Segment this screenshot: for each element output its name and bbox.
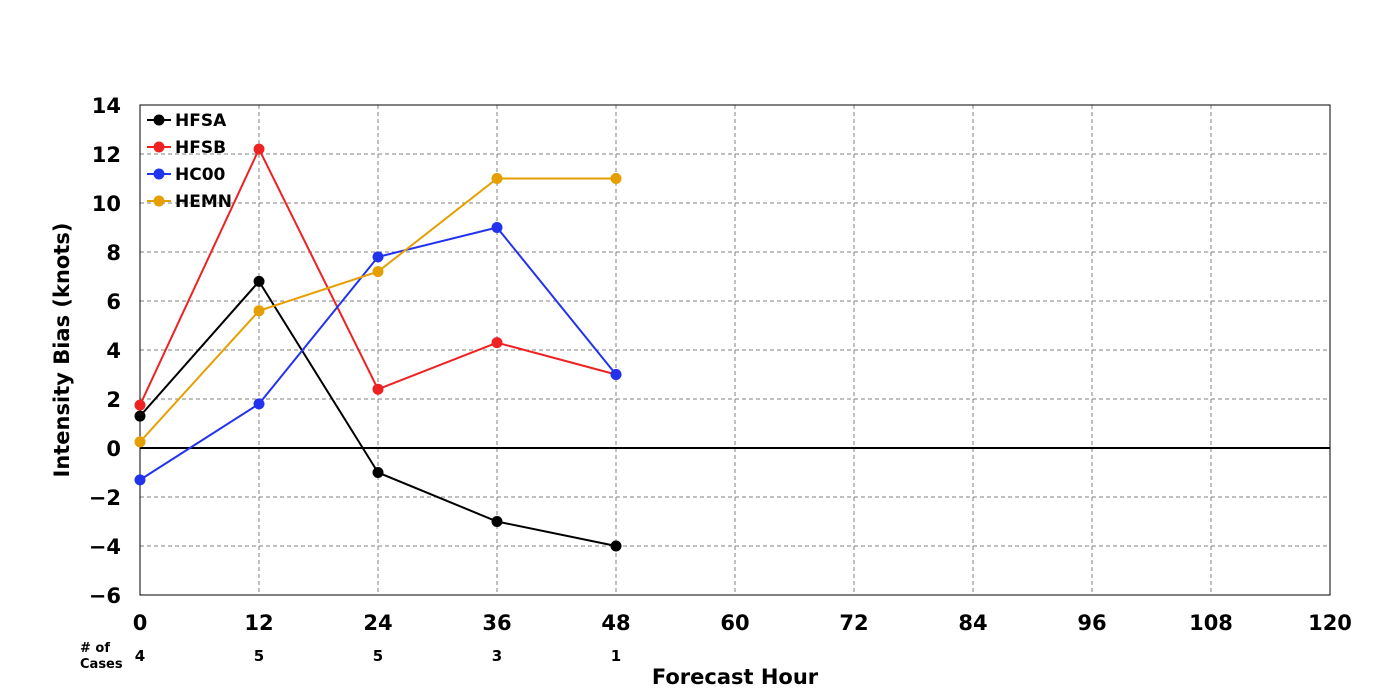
case-count: 4 bbox=[135, 647, 145, 665]
data-point bbox=[372, 383, 384, 395]
data-point bbox=[372, 467, 384, 478]
case-count: 5 bbox=[373, 647, 383, 665]
x-tick-label: 0 bbox=[133, 611, 148, 635]
series-hfsa bbox=[134, 275, 622, 552]
data-point bbox=[134, 474, 146, 486]
data-point bbox=[253, 398, 265, 410]
cases-row: # of Cases 4 5 5 3 1 bbox=[80, 641, 621, 672]
y-tick-label: 6 bbox=[106, 290, 121, 314]
series-hc00 bbox=[134, 222, 622, 486]
data-point bbox=[610, 369, 622, 380]
y-tick-label: 8 bbox=[106, 241, 121, 265]
data-point bbox=[491, 173, 503, 184]
data-point bbox=[372, 251, 384, 263]
x-tick-label: 60 bbox=[720, 611, 749, 635]
x-tick-label: 108 bbox=[1189, 611, 1233, 635]
legend-marker bbox=[153, 141, 165, 153]
series-layer bbox=[134, 143, 622, 552]
y-tick-label: −2 bbox=[89, 486, 121, 510]
x-axis-title: Forecast Hour bbox=[652, 665, 819, 689]
legend-marker bbox=[153, 168, 165, 180]
series-hemn bbox=[134, 173, 622, 448]
grid bbox=[140, 105, 1330, 595]
case-count: 3 bbox=[492, 647, 502, 665]
case-count: 5 bbox=[254, 647, 264, 665]
legend-marker bbox=[153, 195, 165, 207]
plot-frame bbox=[139, 104, 1331, 596]
legend-label: HFSB bbox=[175, 138, 226, 158]
data-point bbox=[253, 305, 265, 317]
x-tick-label: 12 bbox=[244, 611, 273, 635]
case-count: 1 bbox=[611, 647, 621, 665]
cases-label-line1: # of bbox=[80, 641, 110, 656]
x-tick-label: 36 bbox=[482, 611, 511, 635]
legend-entry-hc00: HC00 bbox=[147, 165, 226, 185]
y-tick-label: 2 bbox=[106, 388, 121, 412]
data-point bbox=[372, 266, 384, 278]
y-axis-title: Intensity Bias (knots) bbox=[50, 223, 74, 478]
x-tick-label: 84 bbox=[958, 611, 987, 635]
legend-entry-hfsa: HFSA bbox=[147, 111, 227, 131]
y-tick-label: 4 bbox=[106, 339, 121, 363]
data-point bbox=[610, 540, 622, 552]
data-point bbox=[491, 222, 503, 233]
x-tick-label: 96 bbox=[1077, 611, 1106, 635]
y-tick-label: 14 bbox=[92, 94, 121, 118]
data-point bbox=[253, 143, 265, 155]
data-point bbox=[134, 399, 146, 411]
series-hfsb bbox=[134, 143, 622, 411]
x-tick-label: 48 bbox=[601, 611, 630, 635]
legend-marker bbox=[153, 114, 165, 126]
legend-label: HC00 bbox=[175, 165, 226, 185]
data-point bbox=[491, 337, 503, 349]
data-point bbox=[610, 173, 622, 184]
legend: HFSA HFSB HC00 HEMN bbox=[147, 111, 232, 212]
legend-label: HFSA bbox=[175, 111, 227, 131]
y-tick-label: 10 bbox=[92, 192, 121, 216]
y-tick-label: −4 bbox=[89, 535, 121, 559]
cases-label-line2: Cases bbox=[80, 657, 123, 672]
data-point bbox=[491, 516, 503, 527]
legend-entry-hfsb: HFSB bbox=[147, 138, 226, 158]
x-tick-label: 72 bbox=[839, 611, 868, 635]
legend-label: HEMN bbox=[175, 192, 232, 212]
legend-entry-hemn: HEMN bbox=[147, 192, 232, 212]
y-tick-labels: −6 −4 −2 0 2 4 6 8 10 12 14 bbox=[89, 94, 121, 608]
x-tick-label: 24 bbox=[363, 611, 392, 635]
y-tick-label: 0 bbox=[106, 437, 121, 461]
data-point bbox=[134, 410, 146, 422]
data-point bbox=[134, 436, 146, 448]
x-tick-labels: 0 12 24 36 48 60 72 84 96 108 120 bbox=[133, 611, 1352, 635]
y-tick-label: 12 bbox=[92, 143, 121, 167]
x-tick-label: 120 bbox=[1308, 611, 1352, 635]
y-tick-label: −6 bbox=[89, 584, 121, 608]
data-point bbox=[253, 275, 265, 287]
